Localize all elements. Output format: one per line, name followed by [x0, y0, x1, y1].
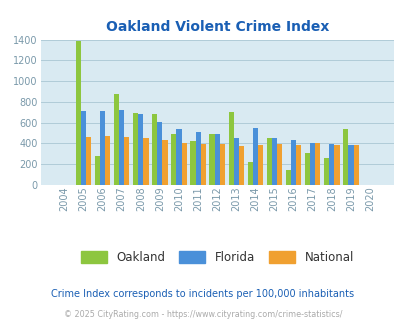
Bar: [257, 146, 262, 185]
Bar: [271, 138, 277, 185]
Bar: [157, 121, 162, 185]
Bar: [76, 41, 81, 185]
Bar: [181, 143, 186, 185]
Bar: [152, 114, 157, 185]
Bar: [119, 110, 124, 185]
Bar: [247, 162, 252, 185]
Bar: [195, 132, 200, 185]
Bar: [228, 112, 233, 185]
Title: Oakland Violent Crime Index: Oakland Violent Crime Index: [105, 20, 328, 34]
Bar: [171, 134, 176, 185]
Bar: [114, 93, 119, 185]
Bar: [252, 128, 257, 185]
Bar: [86, 137, 91, 185]
Bar: [95, 156, 100, 185]
Bar: [200, 144, 205, 185]
Bar: [81, 111, 86, 185]
Legend: Oakland, Florida, National: Oakland, Florida, National: [76, 246, 358, 268]
Bar: [266, 138, 271, 185]
Bar: [176, 129, 181, 185]
Text: Crime Index corresponds to incidents per 100,000 inhabitants: Crime Index corresponds to incidents per…: [51, 289, 354, 299]
Bar: [342, 129, 347, 185]
Bar: [138, 114, 143, 185]
Bar: [190, 141, 195, 185]
Bar: [328, 144, 334, 185]
Text: © 2025 CityRating.com - https://www.cityrating.com/crime-statistics/: © 2025 CityRating.com - https://www.city…: [64, 310, 341, 319]
Bar: [238, 147, 243, 185]
Bar: [124, 137, 129, 185]
Bar: [347, 146, 353, 185]
Bar: [277, 144, 281, 185]
Bar: [285, 170, 290, 185]
Bar: [105, 136, 110, 185]
Bar: [214, 135, 219, 185]
Bar: [143, 138, 148, 185]
Bar: [334, 146, 339, 185]
Bar: [219, 144, 224, 185]
Bar: [133, 113, 138, 185]
Bar: [304, 153, 309, 185]
Bar: [233, 138, 238, 185]
Bar: [100, 111, 105, 185]
Bar: [296, 145, 301, 185]
Bar: [353, 146, 358, 185]
Bar: [309, 143, 315, 185]
Bar: [290, 140, 296, 185]
Bar: [209, 134, 214, 185]
Bar: [315, 143, 320, 185]
Bar: [323, 158, 328, 185]
Bar: [162, 140, 167, 185]
